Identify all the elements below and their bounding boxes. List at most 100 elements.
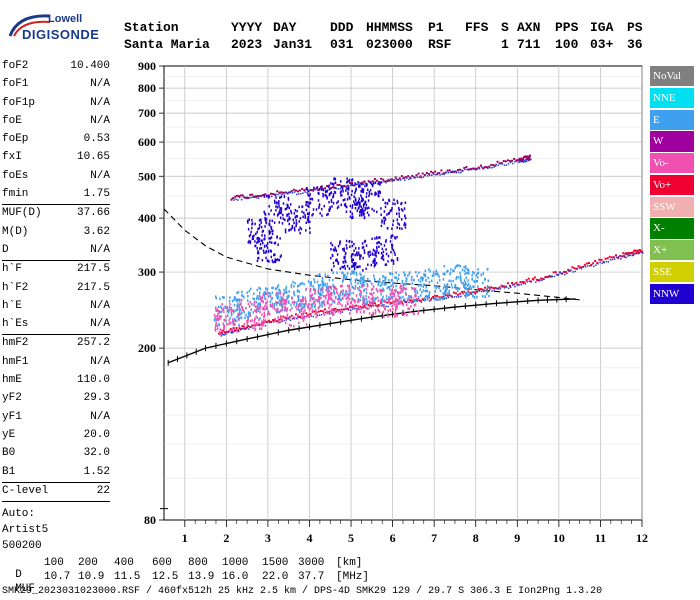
echo-point xyxy=(390,259,393,262)
echo-point xyxy=(396,279,399,282)
model-curve xyxy=(163,208,584,301)
echo-point xyxy=(333,287,336,290)
echo-point xyxy=(313,300,316,304)
plot-frame xyxy=(163,65,643,521)
echo-point xyxy=(254,318,256,321)
echo-point xyxy=(259,327,261,330)
echo-point xyxy=(395,305,397,309)
trace-point xyxy=(299,315,302,318)
echo-point xyxy=(422,289,425,292)
echo-point xyxy=(344,267,346,270)
echo-point xyxy=(327,297,330,301)
echo-point xyxy=(263,212,266,215)
echo-point xyxy=(215,309,217,312)
echo-point xyxy=(349,245,351,248)
echo-point xyxy=(303,211,305,215)
echo-point xyxy=(380,207,382,210)
echo-point xyxy=(372,182,375,185)
echo-point xyxy=(339,191,342,194)
echo-point xyxy=(330,241,332,245)
echo-point xyxy=(486,289,488,293)
trace-point xyxy=(515,281,518,284)
echo-point xyxy=(387,254,390,258)
trace-point xyxy=(532,279,535,281)
echo-point xyxy=(305,323,308,326)
trace-point xyxy=(501,163,504,165)
trace-point xyxy=(438,172,441,175)
echo-point xyxy=(379,236,381,239)
trace-point xyxy=(527,158,530,161)
param-value: 3.62 xyxy=(83,225,110,238)
echo-point xyxy=(265,292,267,295)
trace-point xyxy=(232,327,235,330)
echo-point xyxy=(243,296,245,299)
echo-point xyxy=(306,188,309,192)
echo-point xyxy=(321,293,323,297)
echo-point xyxy=(354,253,357,257)
trace-point xyxy=(406,300,408,303)
echo-point xyxy=(467,279,469,282)
echo-point xyxy=(421,276,424,280)
echo-point xyxy=(253,234,255,238)
trace-point xyxy=(273,321,275,323)
echo-point xyxy=(458,287,460,290)
echo-point xyxy=(265,244,268,247)
echo-point xyxy=(466,284,469,287)
trace-point xyxy=(583,263,586,266)
echo-point xyxy=(416,274,418,278)
echo-point xyxy=(384,300,387,303)
trace-point xyxy=(528,280,531,282)
echo-point xyxy=(404,223,407,226)
echo-point xyxy=(228,299,231,303)
echo-point xyxy=(326,311,328,314)
echo-point xyxy=(362,276,364,280)
echo-point xyxy=(333,190,336,194)
echo-point xyxy=(411,275,413,279)
echo-point xyxy=(256,230,258,234)
echo-point xyxy=(410,305,412,308)
trace-point xyxy=(220,335,222,337)
echo-point xyxy=(461,268,464,272)
trace-point xyxy=(521,280,524,283)
echo-point xyxy=(258,226,261,230)
echo-point xyxy=(217,312,219,316)
echo-point xyxy=(391,272,394,276)
trace-point xyxy=(464,168,466,171)
echo-point xyxy=(395,276,398,280)
trace-point xyxy=(462,293,464,295)
echo-point xyxy=(285,300,288,304)
echo-point xyxy=(218,331,221,334)
echo-point xyxy=(394,308,397,312)
echo-point xyxy=(255,300,258,304)
echo-point xyxy=(314,288,317,292)
trace-point xyxy=(408,178,410,181)
trace-point xyxy=(340,308,343,311)
trace-point xyxy=(299,189,302,192)
echo-point xyxy=(290,285,293,289)
echo-point xyxy=(368,312,371,315)
echo-point xyxy=(482,295,484,298)
echo-point xyxy=(465,291,468,295)
trace-point xyxy=(506,282,509,285)
echo-point xyxy=(361,187,363,191)
trace-point xyxy=(512,162,514,165)
echo-point xyxy=(296,289,299,293)
trace-point xyxy=(268,321,271,324)
echo-point xyxy=(419,288,422,291)
param-name: MUF(D) xyxy=(2,207,42,220)
echo-point xyxy=(358,203,361,206)
param-row-foes: foEs N/A xyxy=(2,168,110,186)
echo-point xyxy=(263,195,266,198)
muf-label: MUF xyxy=(15,583,36,595)
echo-point xyxy=(301,302,303,306)
echo-point xyxy=(356,253,358,257)
echo-point xyxy=(353,270,356,273)
trace-point xyxy=(232,331,234,334)
echo-point xyxy=(280,216,282,220)
echo-point xyxy=(314,291,316,294)
param-value: 10.65 xyxy=(76,151,110,164)
echo-point xyxy=(322,281,324,284)
echo-point xyxy=(308,213,310,216)
echo-point xyxy=(288,229,290,232)
echo-point xyxy=(301,281,303,285)
